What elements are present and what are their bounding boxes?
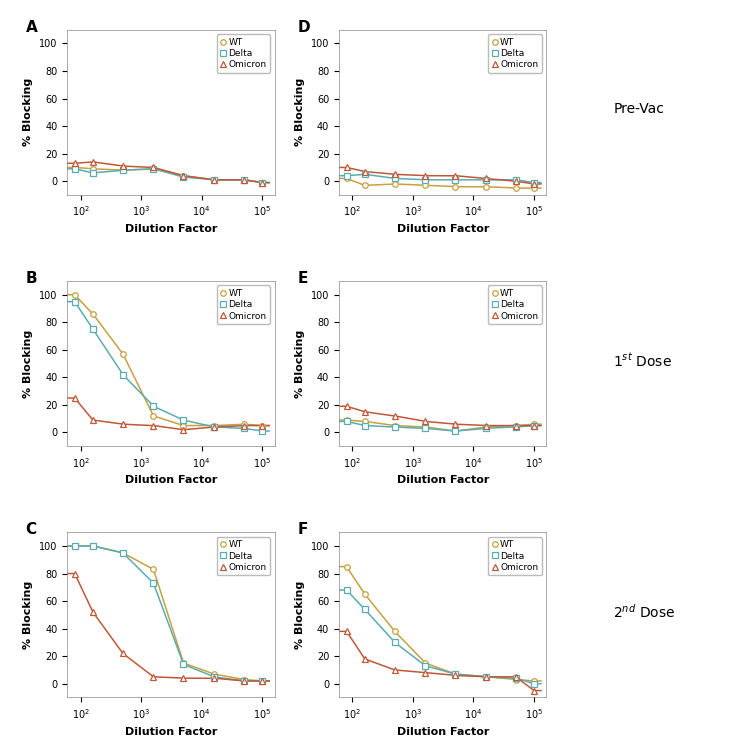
Y-axis label: % Blocking: % Blocking	[295, 581, 305, 649]
Y-axis label: % Blocking: % Blocking	[23, 581, 34, 649]
Legend: WT, Delta, Omicron: WT, Delta, Omicron	[489, 286, 542, 324]
Y-axis label: % Blocking: % Blocking	[295, 329, 305, 398]
Legend: WT, Delta, Omicron: WT, Delta, Omicron	[489, 34, 542, 73]
Text: E: E	[298, 271, 308, 286]
Text: 1$^{st}$ Dose: 1$^{st}$ Dose	[613, 352, 672, 369]
Text: B: B	[25, 271, 37, 286]
Text: D: D	[298, 20, 310, 35]
X-axis label: Dilution Factor: Dilution Factor	[125, 224, 217, 234]
Text: C: C	[25, 522, 37, 537]
X-axis label: Dilution Factor: Dilution Factor	[125, 476, 217, 485]
Text: A: A	[25, 20, 37, 35]
Y-axis label: % Blocking: % Blocking	[23, 78, 34, 146]
Text: Pre-Vac: Pre-Vac	[613, 102, 664, 116]
Legend: WT, Delta, Omicron: WT, Delta, Omicron	[489, 536, 542, 576]
Legend: WT, Delta, Omicron: WT, Delta, Omicron	[216, 536, 270, 576]
X-axis label: Dilution Factor: Dilution Factor	[397, 224, 489, 234]
Text: F: F	[298, 522, 308, 537]
Y-axis label: % Blocking: % Blocking	[23, 329, 34, 398]
Legend: WT, Delta, Omicron: WT, Delta, Omicron	[216, 286, 270, 324]
X-axis label: Dilution Factor: Dilution Factor	[397, 476, 489, 485]
X-axis label: Dilution Factor: Dilution Factor	[125, 726, 217, 737]
Legend: WT, Delta, Omicron: WT, Delta, Omicron	[216, 34, 270, 73]
Y-axis label: % Blocking: % Blocking	[295, 78, 305, 146]
X-axis label: Dilution Factor: Dilution Factor	[397, 726, 489, 737]
Text: 2$^{nd}$ Dose: 2$^{nd}$ Dose	[613, 603, 675, 620]
